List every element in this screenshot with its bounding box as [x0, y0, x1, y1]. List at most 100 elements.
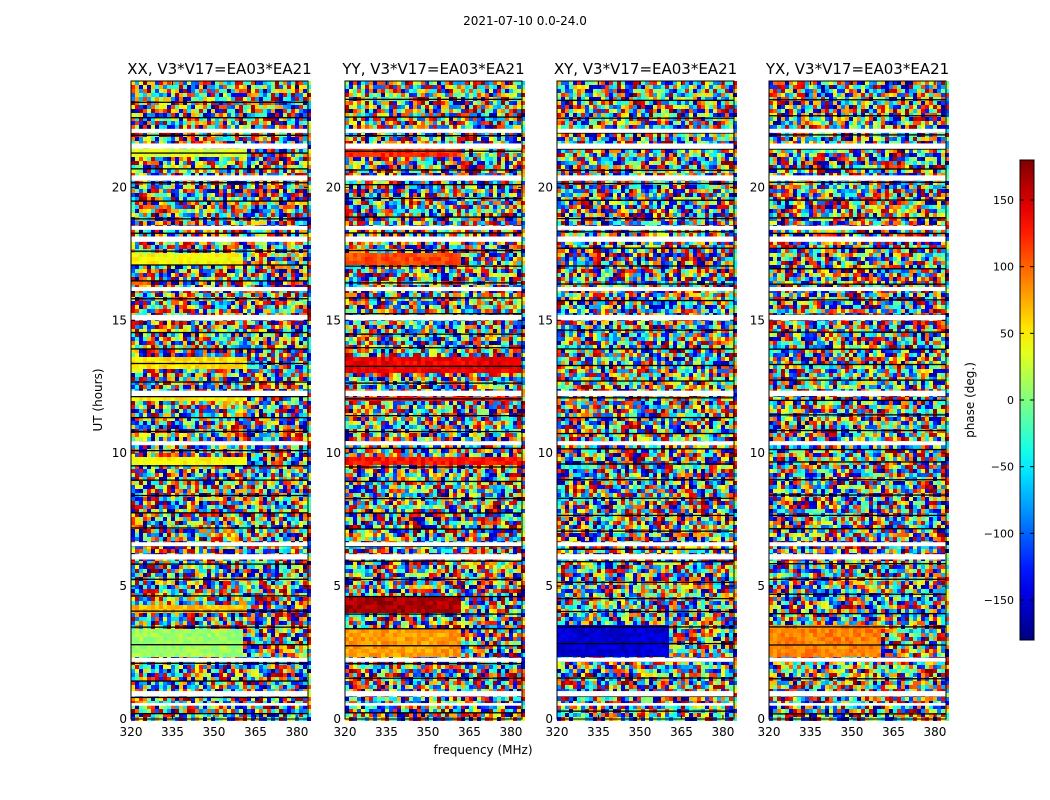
x-tick-label: 350: [841, 725, 864, 739]
y-tick-label: 5: [119, 579, 127, 593]
panel-title: XX, V3*V17=EA03*EA21: [127, 60, 311, 78]
flagged-gap: [557, 237, 734, 242]
flagged-gap: [345, 658, 522, 662]
flagged-gap: [557, 143, 734, 148]
y-tick-label: 15: [326, 313, 341, 327]
y-tick-label: 10: [750, 446, 765, 460]
y-tick-label: 0: [545, 712, 553, 726]
flagged-gap: [345, 554, 522, 559]
x-tick-label: 320: [334, 725, 357, 739]
flagged-gap: [345, 441, 522, 445]
colorbar-label: phase (deg.): [963, 362, 977, 438]
colorbar-tick-label: 100: [993, 261, 1014, 274]
plot-canvas: XX, V3*V17=EA03*EA21 320 335 350 365 380 0 5 10 1…: [0, 0, 1050, 800]
flagged-gap: [345, 129, 522, 133]
panel-title: YY, V3*V17=EA03*EA21: [341, 60, 524, 78]
flagged-gap: [131, 315, 308, 320]
flagged-gap: [769, 287, 946, 291]
flagged-gap: [131, 287, 308, 291]
x-tick-label: 350: [203, 725, 226, 739]
x-tick-label: 320: [120, 725, 143, 739]
x-tick-label: 335: [375, 725, 398, 739]
x-tick-label: 350: [629, 725, 652, 739]
flagged-gap: [769, 129, 946, 133]
y-tick-label: 15: [750, 313, 765, 327]
x-tick-label: 320: [758, 725, 781, 739]
flagged-gap: [769, 691, 946, 696]
x-tick-label: 380: [923, 725, 946, 739]
flagged-gap: [345, 315, 522, 320]
flagged-gap: [131, 542, 308, 546]
flagged-gap: [769, 175, 946, 180]
flagged-gap: [557, 703, 734, 706]
flagged-gap: [769, 315, 946, 320]
colorbar: −150 −100 −50 0 50 100 150: [984, 160, 1034, 640]
flagged-gap: [131, 703, 308, 706]
y-tick-label: 10: [538, 446, 553, 460]
y-tick-label: 0: [119, 712, 127, 726]
flagged-gap: [769, 542, 946, 546]
flagged-gap: [131, 175, 308, 180]
x-tick-label: 335: [161, 725, 184, 739]
y-tick-label: 20: [112, 180, 127, 194]
flagged-gap: [769, 143, 946, 148]
flagged-gap: [769, 703, 946, 706]
x-tick-label: 380: [499, 725, 522, 739]
flagged-gap: [769, 391, 946, 396]
x-tick-label: 380: [711, 725, 734, 739]
flagged-gap: [345, 691, 522, 696]
y-tick-label: 20: [538, 180, 553, 194]
flagged-gap: [557, 391, 734, 396]
colorbar-tick-label: −100: [984, 527, 1014, 540]
y-tick-label: 5: [333, 579, 341, 593]
x-tick-label: 320: [546, 725, 569, 739]
x-axis-label: frequency (MHz): [383, 743, 583, 757]
colorbar-tick-label: −150: [984, 594, 1014, 607]
flagged-gap: [769, 658, 946, 662]
flagged-gap: [131, 658, 308, 662]
flagged-gap: [131, 441, 308, 445]
y-tick-label: 10: [326, 446, 341, 460]
flagged-gap: [345, 287, 522, 291]
panel-1: XX, V3*V17=EA03*EA21 320 335 350 365 380 0 5 10 1…: [112, 60, 312, 739]
flagged-gap: [769, 237, 946, 242]
flagged-gap: [345, 542, 522, 546]
x-tick-label: 335: [799, 725, 822, 739]
flagged-gap: [557, 226, 734, 230]
colorbar-tick-label: 150: [993, 194, 1014, 207]
flagged-gap: [557, 542, 734, 546]
flagged-gap: [345, 237, 522, 242]
flagged-gap: [131, 237, 308, 242]
figure: 2021-07-10 0.0-24.0 XX, V3*V17=EA03*EA21…: [0, 0, 1050, 800]
y-axis-label: UT (hours): [91, 368, 105, 431]
flagged-gap: [131, 554, 308, 559]
x-tick-label: 335: [587, 725, 610, 739]
flagged-gap: [557, 441, 734, 445]
colorbar-tick-label: 50: [1000, 327, 1014, 340]
x-tick-label: 365: [670, 725, 693, 739]
y-tick-label: 20: [326, 180, 341, 194]
flagged-gap: [131, 143, 308, 148]
y-tick-label: 5: [545, 579, 553, 593]
flagged-gap: [131, 226, 308, 230]
flagged-gap: [345, 703, 522, 706]
colorbar-tick-label: 0: [1007, 394, 1014, 407]
x-tick-label: 380: [285, 725, 308, 739]
flagged-gap: [557, 287, 734, 291]
colorbar-tick-label: −50: [991, 461, 1014, 474]
flagged-gap: [557, 129, 734, 133]
flagged-gap: [557, 658, 734, 662]
x-tick-label: 365: [244, 725, 267, 739]
x-tick-label: 365: [458, 725, 481, 739]
flagged-gap: [345, 226, 522, 230]
flagged-gap: [345, 143, 522, 148]
y-tick-label: 15: [538, 313, 553, 327]
flagged-gap: [557, 554, 734, 559]
y-tick-label: 20: [750, 180, 765, 194]
y-tick-label: 0: [333, 712, 341, 726]
flagged-gap: [131, 391, 308, 396]
y-tick-label: 15: [112, 313, 127, 327]
y-tick-label: 10: [112, 446, 127, 460]
